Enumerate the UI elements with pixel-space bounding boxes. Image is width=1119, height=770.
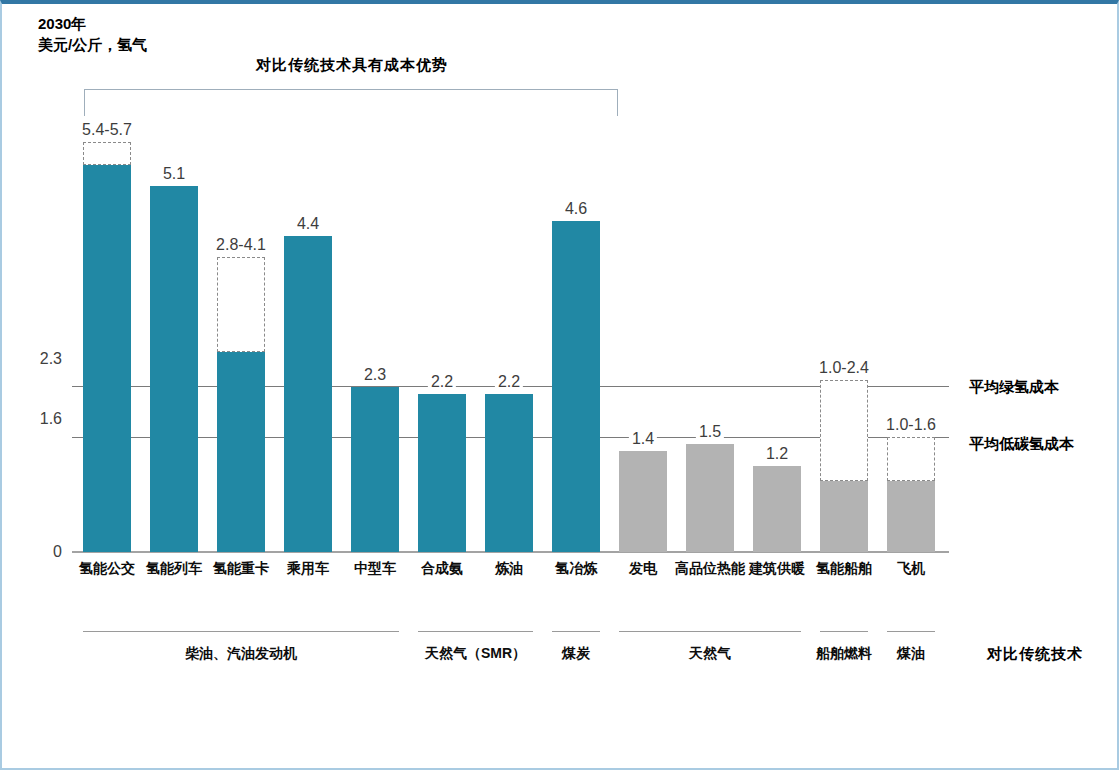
bar-category-label: 合成氨 (421, 560, 463, 578)
group-underline (83, 631, 399, 632)
reference-tick-label: 1.6 (28, 410, 62, 428)
bar-category-label: 建筑供暖 (749, 560, 805, 578)
reference-tick-label: 2.3 (28, 350, 62, 368)
bar-category-label: 氢冶炼 (555, 560, 597, 578)
reference-line-label: 平均低碳氢成本 (969, 435, 1074, 453)
y-axis-zero-label: 0 (28, 543, 62, 561)
bar-category-label: 氢能公交 (79, 560, 135, 578)
bar (820, 480, 868, 552)
bar-category-label: 炼油 (495, 560, 523, 578)
group-label: 煤油 (897, 645, 925, 663)
group-label: 船舶燃料 (816, 645, 872, 663)
dashed-range-box (217, 257, 265, 351)
bar (83, 164, 131, 552)
bar (753, 466, 801, 552)
reference-line-label: 平均绿氢成本 (969, 378, 1059, 396)
group-label: 天然气 (689, 645, 731, 663)
bar-category-label: 氢能船舶 (816, 560, 872, 578)
group-underline (552, 631, 600, 632)
bar-value-label: 2.2 (495, 373, 523, 391)
bar-value-label: 4.6 (562, 200, 590, 218)
dashed-range-box (820, 380, 868, 482)
bar-value-label: 2.8-4.1 (213, 236, 269, 254)
bar (217, 351, 265, 552)
bar-category-label: 高品位热能 (675, 560, 745, 578)
group-label: 柴油、汽油发动机 (185, 645, 297, 663)
bar-value-label: 1.4 (629, 430, 657, 448)
bar-category-label: 氢能列车 (146, 560, 202, 578)
bar-value-label: 2.2 (428, 373, 456, 391)
bar-value-label: 2.3 (361, 366, 389, 384)
chart-canvas: 2030年 美元/公斤，氢气 对比传统技术具有成本优势 0 2.3 平均绿氢成本 1… (0, 0, 1119, 770)
group-label: 煤炭 (562, 645, 590, 663)
bar-value-label: 5.4-5.7 (79, 121, 135, 139)
chart-unit-title: 美元/公斤，氢气 (38, 35, 147, 55)
bar-value-label: 1.2 (763, 445, 791, 463)
comparison-title: 对比传统技术 (987, 645, 1083, 664)
bar (619, 451, 667, 552)
bar-category-label: 飞机 (897, 560, 925, 578)
bar (284, 236, 332, 552)
bar-value-label: 4.4 (294, 215, 322, 233)
bar (150, 186, 198, 552)
bar-value-label: 1.0-1.6 (883, 416, 939, 434)
bar-category-label: 中型车 (354, 560, 396, 578)
bar (351, 387, 399, 552)
dashed-range-box (83, 142, 131, 165)
bar-category-label: 乘用车 (287, 560, 329, 578)
chart-year-title: 2030年 (38, 14, 86, 34)
bar (485, 394, 533, 552)
group-underline (418, 631, 533, 632)
bar (887, 480, 935, 552)
bar (418, 394, 466, 552)
bar-value-label: 5.1 (160, 165, 188, 183)
group-underline (619, 631, 801, 632)
annotation-bracket (84, 89, 618, 116)
group-label: 天然气（SMR） (425, 645, 526, 663)
bar-value-label: 1.5 (696, 423, 724, 441)
group-underline (820, 631, 868, 632)
cost-advantage-annotation: 对比传统技术具有成本优势 (240, 56, 464, 75)
bar-category-label: 发电 (629, 560, 657, 578)
bar-value-label: 1.0-2.4 (816, 359, 872, 377)
dashed-range-box (887, 437, 935, 481)
group-underline (887, 631, 935, 632)
bar (552, 221, 600, 552)
bar-category-label: 氢能重卡 (213, 560, 269, 578)
bar (686, 444, 734, 552)
